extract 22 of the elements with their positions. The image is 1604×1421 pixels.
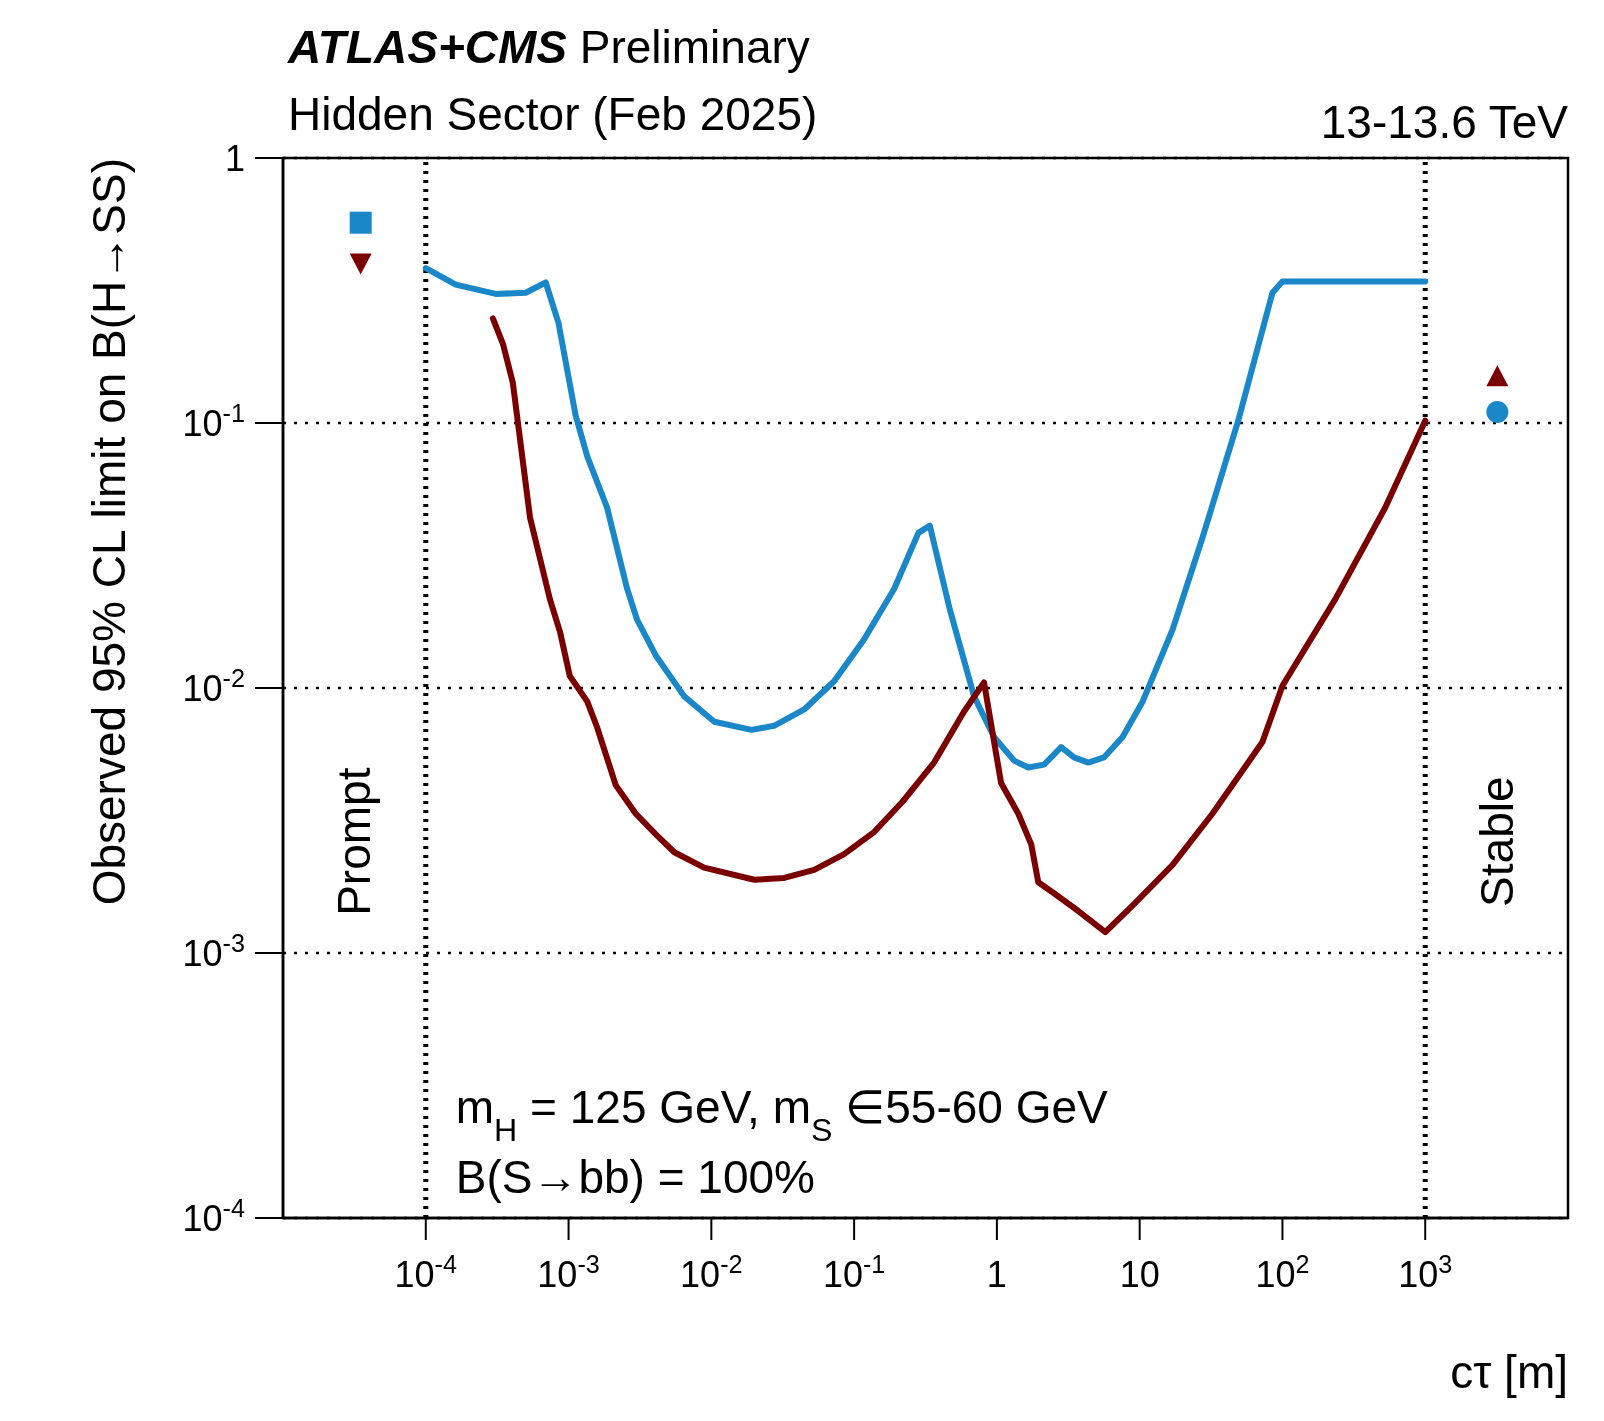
annotation: Prompt: [328, 767, 381, 916]
y-tick-label: 10$^{-4}$: [182, 1194, 245, 1239]
chart-title: ATLAS+CMS Preliminary: [287, 21, 810, 73]
x-tick-label: 10$^{2}$: [1255, 1250, 1310, 1295]
x-axis-title: cτ [m]: [1450, 1346, 1568, 1398]
y-tick-label: 1: [224, 138, 245, 179]
annotation: B(S→bb) = 100%: [455, 1151, 816, 1203]
x-tick-label: 10$^{3}$: [1398, 1250, 1453, 1295]
x-tick-label: 10$^{-3}$: [537, 1250, 600, 1295]
y-axis-title: Observed 95% CL limit on B(H→SS): [83, 158, 135, 906]
annotation: Stable: [1470, 776, 1523, 907]
annotation: m$_{H}$ = 125 GeV, m$_{S}$ ∈55-60 GeV: [455, 1081, 1109, 1148]
chart-subtitle: Hidden Sector (Feb 2025): [288, 88, 818, 140]
x-tick-label: 10: [1119, 1254, 1160, 1295]
x-tick-label: 10$^{-4}$: [394, 1250, 457, 1295]
y-tick-label: 10$^{-1}$: [182, 399, 245, 444]
y-tick-label: 10$^{-2}$: [182, 664, 245, 709]
x-tick-label: 1: [986, 1254, 1007, 1295]
x-tick-label: 10$^{-1}$: [822, 1250, 886, 1295]
x-tick-label: 10$^{-2}$: [680, 1250, 743, 1295]
text: 13-13.6 TeV: [1320, 96, 1569, 148]
y-tick-label: 10$^{-3}$: [182, 929, 245, 974]
